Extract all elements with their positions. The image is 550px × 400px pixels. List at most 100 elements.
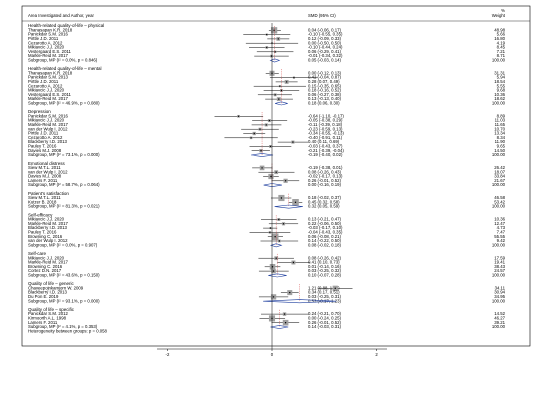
weight-label: 34.11	[495, 285, 506, 290]
point-estimate	[269, 145, 272, 148]
ci-label: -0.19 (-0.40, 0.02)	[308, 152, 343, 157]
point-estimate	[272, 296, 275, 298]
weight-label: 14.52	[494, 311, 505, 316]
weight-label: 30.94	[494, 290, 505, 295]
point-estimate	[270, 175, 272, 178]
row-label: Subgroup, MP (I² = 46.9%, p = 0.080)	[28, 101, 100, 106]
point-estimate	[275, 171, 277, 173]
weight-unit: %	[501, 8, 505, 13]
row-label: Markle-Reid M. 2017	[28, 53, 68, 58]
weight-label: 100.00	[492, 242, 506, 247]
row-label: Lamers F. 2011	[28, 320, 58, 325]
point-estimate	[280, 89, 283, 92]
x-tick-label: 2	[375, 352, 378, 357]
ci-label: 0.03 (-0.25, 0.31)	[308, 294, 342, 299]
ci-label: 0.06 (-0.29, 0.41)	[308, 49, 342, 54]
ci-label: 0.32 (0.05, 0.59)	[308, 204, 340, 209]
row-label: Subgroup, MP (I² = 4.1%, p = 0.353)	[28, 324, 98, 329]
row-label: Subgroup, MP (I² = 73.1%, p = 0.000)	[28, 152, 100, 157]
row-label: Subgroup, MP (I² = 58.7%, p = 0.064)	[28, 182, 100, 187]
subgroup-diamond	[263, 299, 337, 304]
point-estimate	[285, 81, 288, 83]
weight-label: 9.42	[497, 238, 506, 243]
weight-label: 100.00	[492, 152, 506, 157]
row-label: Davies M.J. 2008	[28, 174, 62, 179]
weight-label: 12.47	[494, 221, 505, 226]
point-estimate	[265, 124, 267, 126]
row-label: Pauley T. 2016	[28, 144, 57, 149]
weight-header: Weight	[492, 13, 506, 18]
row-label: Mikiavcic J.J. 2020	[28, 118, 65, 123]
group-title: Quality of life – generic	[28, 281, 75, 286]
point-estimate	[292, 141, 294, 143]
row-label: Markle-Reid M. 2017	[28, 122, 68, 127]
group-title: Health-related quality-of-life – mental	[28, 66, 102, 71]
weight-label: 14.50	[494, 148, 505, 153]
point-estimate	[277, 38, 279, 40]
weight-label: 10.36	[494, 217, 505, 222]
ci-label: 0.14 (-0.03, 0.31)	[308, 324, 342, 329]
row-label: Cezarotto A. 2012	[28, 40, 63, 45]
row-label: Panickdar S.M. 2013	[28, 75, 68, 80]
row-label: Cortez D.N. 2017	[28, 268, 62, 273]
weight-label: 8.34	[497, 135, 506, 140]
row-label: Cezarotto A. 2012	[28, 83, 63, 88]
row-label: Panickdar S.M. 2012	[28, 311, 68, 316]
group-title: Depression	[28, 109, 51, 114]
weight-label: 46.27	[494, 316, 505, 321]
weight-label: 16.80	[494, 36, 505, 41]
weight-label: 8.71	[497, 53, 506, 58]
ci-label: 0.26 (-0.01, 0.52)	[308, 178, 342, 183]
row-label: Subgroup, MP (I² = 43.6%, p = 0.150)	[28, 273, 100, 278]
ci-label: 0.18 (0.06, 0.30)	[308, 101, 340, 106]
ci-label: 0.08 (-0.26, 0.43)	[308, 169, 342, 174]
row-label: Pirttle J.D. 2011	[28, 79, 59, 84]
row-label: Chaveepojnkamjorn W. 2009	[28, 285, 84, 290]
weight-label: 17.59	[494, 255, 505, 260]
row-label: van der Wulp I. 2012	[28, 238, 68, 243]
weight-label: 100.00	[492, 101, 506, 106]
ci-label: 0.10 (-0.07, 0.28)	[308, 273, 342, 278]
weight-label: 13.34	[494, 131, 505, 136]
group-title: Quality of life – specific	[28, 307, 75, 312]
ci-label: 0.04 (-0.06, 0.17)	[308, 27, 342, 32]
ci-label: 0.05 (-0.03, 0.14)	[308, 58, 342, 63]
weight-label: 48.98	[494, 27, 505, 32]
weight-label: 100.00	[492, 204, 506, 209]
row-label: Markle-Reid M. 2017	[28, 96, 68, 101]
row-label: Markle-Reid M. 2017	[28, 260, 68, 265]
ci-label: 0.13 (-0.13, 0.40)	[308, 96, 342, 101]
row-label: Browning C. 2016	[28, 264, 63, 269]
point-estimate	[284, 322, 287, 324]
ci-label: -0.03 (-0.43, 0.37)	[308, 144, 343, 149]
weight-label: 46.58	[494, 195, 505, 200]
ci-label: -0.64 (-1.10, -0.17)	[308, 113, 344, 118]
ci-label: -0.02 (-0.17, 0.13)	[308, 174, 343, 179]
point-estimate	[268, 119, 271, 122]
point-estimate	[282, 223, 285, 225]
weight-label: 8.89	[497, 113, 506, 118]
point-estimate	[275, 257, 277, 259]
heterogeneity: Heterogeneity between groups: p = 0.058	[28, 328, 108, 333]
point-estimate	[293, 76, 295, 79]
point-estimate	[259, 128, 261, 130]
group-title: Emotional distress	[28, 161, 66, 166]
point-estimate	[289, 291, 291, 294]
point-estimate	[274, 236, 276, 238]
weight-label: 7.47	[497, 230, 506, 235]
point-estimate	[274, 94, 276, 96]
row-label: Blackberry I.D. 2013	[28, 225, 68, 230]
row-label: Pauley T. 2016	[28, 230, 57, 235]
ci-label: 0.00 (-0.50, 0.50)	[308, 40, 342, 45]
weight-label: 39.21	[494, 320, 505, 325]
subgroup-diamond	[274, 204, 303, 209]
point-estimate	[334, 287, 336, 289]
row-label: Kirmoorth A.L. 1998	[28, 316, 67, 321]
ci-label: 0.28 (0.07, 0.49)	[308, 79, 340, 84]
ci-label: 0.40 (0.11, 0.69)	[308, 139, 340, 144]
subgroup-diamond	[251, 153, 274, 157]
frame	[21, 5, 531, 347]
group-title: Patient's satisfaction	[28, 191, 69, 196]
row-label: Cezarotto A. 2012	[28, 135, 63, 140]
